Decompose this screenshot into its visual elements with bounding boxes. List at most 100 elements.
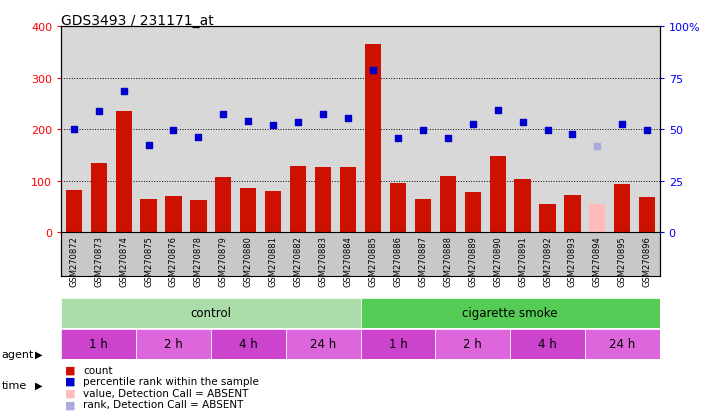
Point — [417, 128, 428, 134]
Text: 2 h: 2 h — [464, 337, 482, 350]
Text: GSM270885: GSM270885 — [368, 235, 378, 286]
Bar — [315, 168, 331, 233]
Text: ■: ■ — [65, 388, 76, 398]
Bar — [286, 329, 360, 358]
Bar — [360, 298, 660, 328]
Point — [492, 107, 503, 114]
Text: ▶: ▶ — [35, 380, 42, 390]
Bar — [435, 329, 510, 358]
Point — [143, 142, 154, 149]
Bar — [515, 180, 531, 233]
Text: GSM270881: GSM270881 — [269, 235, 278, 286]
Bar — [190, 201, 206, 233]
Bar — [464, 192, 481, 233]
Bar — [211, 329, 286, 358]
Text: ▶: ▶ — [35, 349, 42, 359]
Text: GSM270876: GSM270876 — [169, 235, 178, 286]
Point — [592, 143, 603, 150]
Point — [517, 120, 528, 126]
Bar — [115, 112, 132, 233]
Bar — [589, 204, 606, 233]
Text: 24 h: 24 h — [310, 337, 336, 350]
Text: GSM270892: GSM270892 — [543, 235, 552, 286]
Text: GSM270872: GSM270872 — [69, 235, 79, 286]
Bar — [614, 185, 630, 233]
Bar — [510, 329, 585, 358]
Point — [541, 128, 553, 134]
Point — [218, 111, 229, 118]
Text: rank, Detection Call = ABSENT: rank, Detection Call = ABSENT — [83, 399, 243, 409]
Text: 1 h: 1 h — [389, 337, 407, 350]
Text: GSM270889: GSM270889 — [468, 235, 477, 286]
Point — [367, 67, 379, 74]
Text: 4 h: 4 h — [538, 337, 557, 350]
Text: ■: ■ — [65, 365, 76, 375]
Bar — [61, 298, 360, 328]
Text: 4 h: 4 h — [239, 337, 257, 350]
Text: GSM270880: GSM270880 — [244, 235, 253, 286]
Text: ■: ■ — [65, 376, 76, 386]
Text: GSM270884: GSM270884 — [343, 235, 353, 286]
Text: GSM270888: GSM270888 — [443, 235, 452, 286]
Point — [267, 122, 279, 128]
Text: GSM270873: GSM270873 — [94, 235, 103, 286]
Bar — [440, 176, 456, 233]
Bar — [91, 164, 107, 233]
Text: ■: ■ — [65, 399, 76, 409]
Text: count: count — [83, 365, 112, 375]
Text: GSM270895: GSM270895 — [618, 235, 627, 286]
Text: value, Detection Call = ABSENT: value, Detection Call = ABSENT — [83, 388, 248, 398]
Bar — [165, 197, 182, 233]
Text: GDS3493 / 231171_at: GDS3493 / 231171_at — [61, 14, 214, 28]
Point — [93, 109, 105, 115]
Point — [342, 115, 354, 122]
Bar — [290, 167, 306, 233]
Text: GSM270879: GSM270879 — [219, 235, 228, 286]
Text: GSM270893: GSM270893 — [568, 235, 577, 286]
Bar — [66, 191, 82, 233]
Bar — [639, 198, 655, 233]
Point — [68, 126, 79, 133]
Text: GSM270875: GSM270875 — [144, 235, 153, 286]
Bar — [539, 204, 556, 233]
Point — [567, 132, 578, 138]
Bar — [216, 178, 231, 233]
Point — [392, 135, 404, 142]
Text: GSM270883: GSM270883 — [319, 235, 327, 286]
Text: 2 h: 2 h — [164, 337, 183, 350]
Point — [642, 128, 653, 134]
Text: GSM270878: GSM270878 — [194, 235, 203, 286]
Bar — [61, 233, 660, 277]
Bar — [240, 188, 257, 233]
Text: time: time — [1, 380, 27, 390]
Point — [168, 127, 180, 134]
Text: GSM270874: GSM270874 — [119, 235, 128, 286]
Text: GSM270890: GSM270890 — [493, 235, 502, 286]
Point — [317, 111, 329, 118]
Bar — [141, 199, 156, 233]
Text: GSM270887: GSM270887 — [418, 235, 428, 286]
Bar — [490, 157, 505, 233]
Bar — [365, 45, 381, 233]
Point — [467, 121, 479, 128]
Bar — [340, 168, 356, 233]
Text: cigarette smoke: cigarette smoke — [462, 306, 558, 319]
Text: GSM270896: GSM270896 — [642, 235, 652, 286]
Point — [118, 89, 129, 95]
Point — [193, 135, 204, 141]
Point — [242, 119, 254, 126]
Text: percentile rank within the sample: percentile rank within the sample — [83, 376, 259, 386]
Bar — [390, 184, 406, 233]
Bar — [61, 329, 136, 358]
Bar — [265, 191, 281, 233]
Text: GSM270891: GSM270891 — [518, 235, 527, 286]
Text: control: control — [190, 306, 231, 319]
Text: GSM270882: GSM270882 — [293, 235, 303, 286]
Point — [442, 135, 454, 142]
Text: GSM270894: GSM270894 — [593, 235, 602, 286]
Text: 1 h: 1 h — [89, 337, 108, 350]
Text: 24 h: 24 h — [609, 337, 635, 350]
Point — [616, 121, 628, 128]
Bar — [415, 199, 431, 233]
Point — [293, 120, 304, 126]
